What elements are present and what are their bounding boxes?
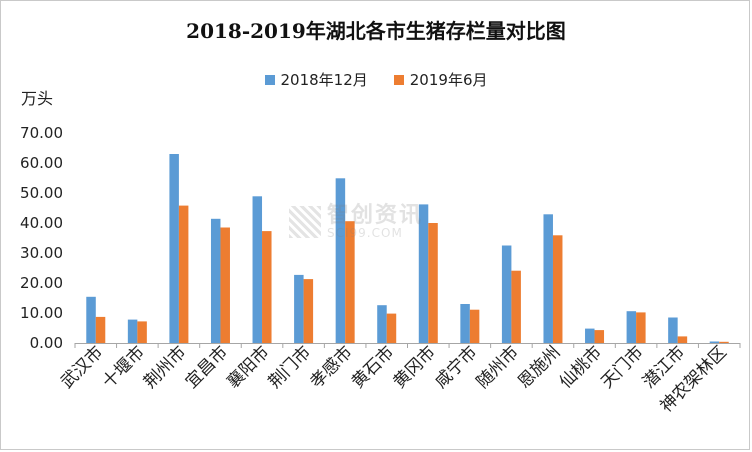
bar-2018-12: [377, 305, 387, 343]
x-category-label: 荆门市: [265, 342, 315, 392]
bar-2019-06: [178, 205, 189, 343]
x-category-label: 咸宁市: [431, 342, 481, 392]
bar-2018-12: [501, 245, 512, 343]
y-tick-label: 20.00: [20, 274, 63, 292]
y-tick-label: 30.00: [20, 244, 63, 262]
bar-2018-12: [169, 154, 179, 343]
y-tick-label: 40.00: [20, 214, 63, 232]
bar-2019-06: [719, 341, 729, 343]
legend-swatch-orange: [393, 74, 404, 85]
x-category-label: 仙桃市: [556, 342, 606, 392]
y-tick-label: 60.00: [20, 154, 63, 172]
x-category-label: 襄阳市: [223, 342, 274, 393]
x-category-label: 十堰市: [99, 342, 149, 392]
x-category-label: 宜昌市: [182, 342, 232, 392]
bar-2018-12: [86, 296, 96, 343]
bar-2019-06: [95, 316, 106, 343]
bar-2019-06: [386, 313, 397, 343]
bar-2019-06: [303, 279, 314, 343]
bar-2019-06: [345, 221, 355, 343]
bar-2018-12: [460, 304, 470, 343]
x-category-label: 随州市: [473, 342, 523, 392]
y-axis-unit-label: 万头: [21, 89, 54, 108]
bar-2019-06: [262, 231, 272, 343]
bar-2018-12: [709, 341, 720, 343]
x-category-label: 武汉市: [57, 342, 107, 392]
x-category-label: 黄石市: [348, 342, 398, 392]
legend-item-2018-12: 2018年12月: [264, 69, 368, 90]
bar-2019-06: [594, 330, 605, 343]
bar-2018-12: [418, 204, 429, 343]
bar-2018-12: [543, 214, 553, 343]
x-category-label: 黄冈市: [390, 342, 440, 392]
bar-2019-06: [677, 336, 688, 343]
legend-label: 2019年6月: [409, 71, 488, 89]
y-tick-label: 70.00: [20, 124, 63, 142]
legend-swatch-blue: [264, 74, 275, 85]
x-category-label: 恩施州: [514, 342, 564, 392]
bar-2019-06: [220, 227, 230, 343]
bar-2018-12: [626, 311, 637, 343]
bar-2018-12: [210, 218, 221, 343]
y-tick-label: 10.00: [20, 304, 63, 322]
bar-2018-12: [668, 317, 678, 343]
x-category-label: 荆州市: [140, 342, 190, 392]
legend-item-2019-06: 2019年6月: [393, 69, 488, 90]
bar-2019-06: [469, 309, 480, 343]
bar-2018-12: [335, 178, 346, 343]
x-category-label: 孝感市: [306, 342, 356, 392]
chart-title: 2018-2019年湖北各市生猪存栏量对比图: [186, 19, 566, 43]
chart-legend: 2018年12月 2019年6月: [1, 69, 751, 90]
y-tick-label: 50.00: [20, 184, 63, 202]
bar-2019-06: [428, 223, 438, 343]
bar-2019-06: [636, 312, 646, 343]
bar-2019-06: [511, 270, 521, 343]
bar-2019-06: [552, 235, 563, 343]
legend-label: 2018年12月: [280, 71, 368, 89]
bar-2018-12: [294, 274, 304, 343]
x-category-label: 天门市: [597, 342, 647, 392]
bar-2018-12: [252, 196, 263, 343]
bar-2019-06: [137, 321, 147, 343]
y-tick-label: 0.00: [30, 334, 63, 352]
bar-2018-12: [585, 328, 595, 343]
bar-2018-12: [127, 319, 138, 343]
